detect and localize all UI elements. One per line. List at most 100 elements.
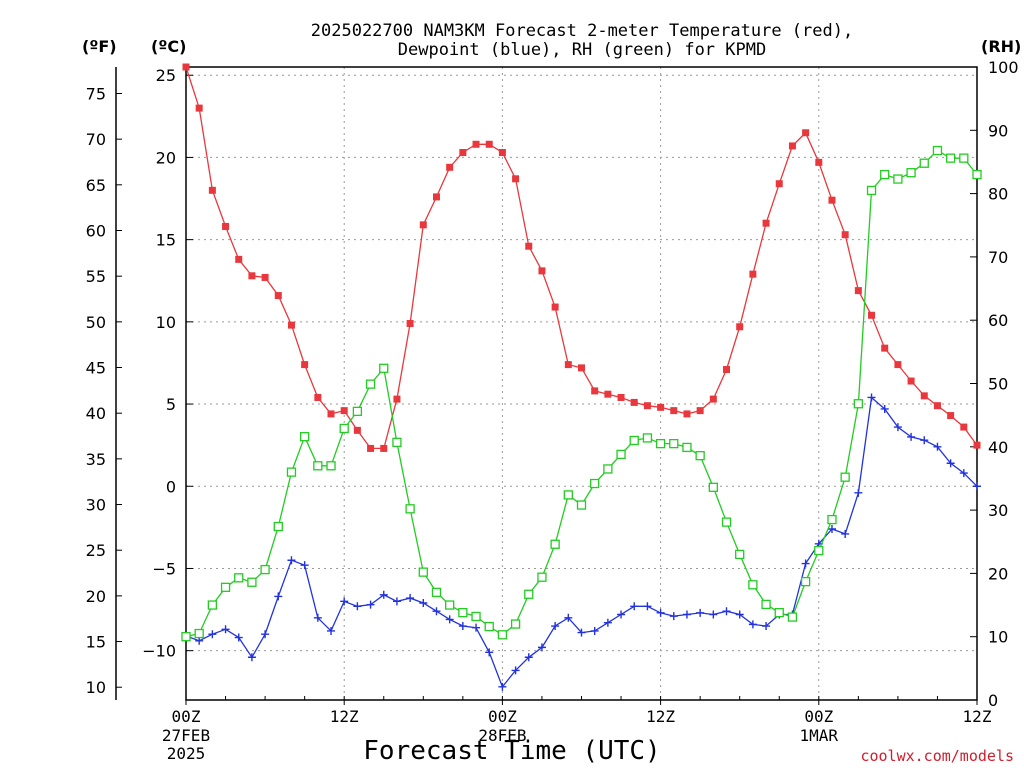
temperature-point <box>696 407 704 415</box>
fahrenheit-tick-label: 10 <box>86 678 106 697</box>
rh-point <box>524 589 534 599</box>
rh-point <box>787 612 798 622</box>
fahrenheit-tick-label: 45 <box>86 359 106 378</box>
dewpoint-point <box>564 613 573 622</box>
dewpoint-point <box>827 525 836 534</box>
rh-point <box>840 472 850 482</box>
x-tick-label: 00Z <box>488 707 517 726</box>
temperature-point <box>591 387 599 395</box>
temperature-point <box>380 444 388 452</box>
dewpoint-point <box>340 597 349 606</box>
chart-title-line-1: 2025022700 NAM3KM Forecast 2-meter Tempe… <box>311 21 853 41</box>
fahrenheit-tick-label: 55 <box>86 267 106 286</box>
dewpoint-point <box>590 626 599 635</box>
dewpoint-point <box>458 622 467 631</box>
dewpoint-point <box>485 648 494 657</box>
temperature-point <box>459 148 467 156</box>
temperature-point <box>419 221 427 229</box>
rh-point <box>365 379 376 389</box>
x-tick-sublabel: 1MAR <box>800 726 839 745</box>
fahrenheit-tick-label: 20 <box>86 587 106 606</box>
dewpoint-point <box>498 682 507 691</box>
dewpoint-point <box>300 561 309 570</box>
x-tick-label: 12Z <box>330 707 359 726</box>
rh-point <box>761 599 771 610</box>
temperature-point <box>287 321 295 329</box>
grid-lines <box>186 67 977 700</box>
dewpoint-point <box>709 610 718 619</box>
dewpoint-point <box>603 618 612 627</box>
temperature-point <box>327 410 335 418</box>
dewpoint-point <box>221 625 230 634</box>
rh-point <box>313 461 323 471</box>
temperature-point <box>775 180 783 188</box>
temperature-point <box>709 395 717 403</box>
rh-tick-label: 70 <box>988 248 1008 267</box>
rh-tick-label: 10 <box>988 628 1008 647</box>
rh-point <box>326 461 336 471</box>
temperature-point <box>960 423 968 431</box>
dewpoint-point <box>313 613 322 622</box>
fahrenheit-tick-label: 60 <box>86 222 106 241</box>
temperature-point <box>670 407 678 415</box>
temperature-point <box>973 441 981 449</box>
x-tick-label: 00Z <box>172 707 201 726</box>
rh-point <box>748 580 758 590</box>
rh-point <box>418 567 428 577</box>
dewpoint-point <box>208 630 217 639</box>
temperature-point <box>868 311 876 319</box>
dewpoint-point <box>406 594 415 603</box>
temperature-point <box>657 403 665 411</box>
fahrenheit-tick-label: 75 <box>86 84 106 103</box>
rh-point <box>959 153 969 163</box>
x-tick-sublabel: 28FEB <box>478 726 526 745</box>
dewpoint-point <box>234 633 243 642</box>
temperature-point <box>643 402 651 410</box>
rh-point <box>708 482 718 492</box>
dewpoint-point <box>274 592 283 601</box>
celsius-tick-label: −10 <box>142 642 176 661</box>
x-axis-title: Forecast Time (UTC) <box>363 736 660 766</box>
dewpoint-point <box>353 602 362 611</box>
rh-tick-label: 60 <box>988 311 1008 330</box>
rh-point <box>247 577 257 587</box>
rh-point <box>827 514 837 525</box>
dewpoint-point <box>841 529 850 538</box>
rh-point <box>550 539 560 549</box>
series-group <box>181 63 982 691</box>
temperature-point <box>367 444 375 452</box>
rh-point <box>576 500 587 510</box>
rh-point <box>800 576 811 587</box>
rh-point <box>510 619 521 629</box>
dewpoint-point <box>893 423 902 432</box>
dewpoint-point <box>762 622 771 631</box>
temperature-point <box>815 158 823 166</box>
temperature-point <box>564 361 572 369</box>
dewpoint-point <box>472 623 481 632</box>
fahrenheit-tick-label: 65 <box>86 176 106 195</box>
rh-point <box>919 158 929 168</box>
fahrenheit-tick-label: 15 <box>86 633 106 652</box>
temperature-point <box>485 140 493 148</box>
temperature-point <box>235 255 243 263</box>
temperature-point <box>604 390 612 398</box>
temperature-point <box>683 410 691 418</box>
rh-point <box>392 437 402 448</box>
dewpoint-point <box>419 598 428 607</box>
fahrenheit-tick-label: 50 <box>86 313 106 332</box>
rh-point <box>866 185 877 196</box>
rh-point <box>379 363 389 373</box>
temperature-point <box>498 148 506 156</box>
rh-tick-label: 0 <box>988 691 998 710</box>
dewpoint-point <box>577 628 586 637</box>
temperature-point <box>261 273 269 281</box>
dewpoint-point <box>946 459 955 468</box>
chart-title-line-2: Dewpoint (blue), RH (green) for KPMD <box>398 40 766 60</box>
temperature-point <box>854 287 862 295</box>
temperature-point <box>920 392 928 400</box>
dewpoint-point <box>722 607 731 616</box>
rh-point <box>273 521 283 532</box>
dewpoint-point <box>392 597 401 606</box>
dewpoint-point <box>669 612 678 621</box>
fahrenheit-tick-label: 30 <box>86 496 106 515</box>
